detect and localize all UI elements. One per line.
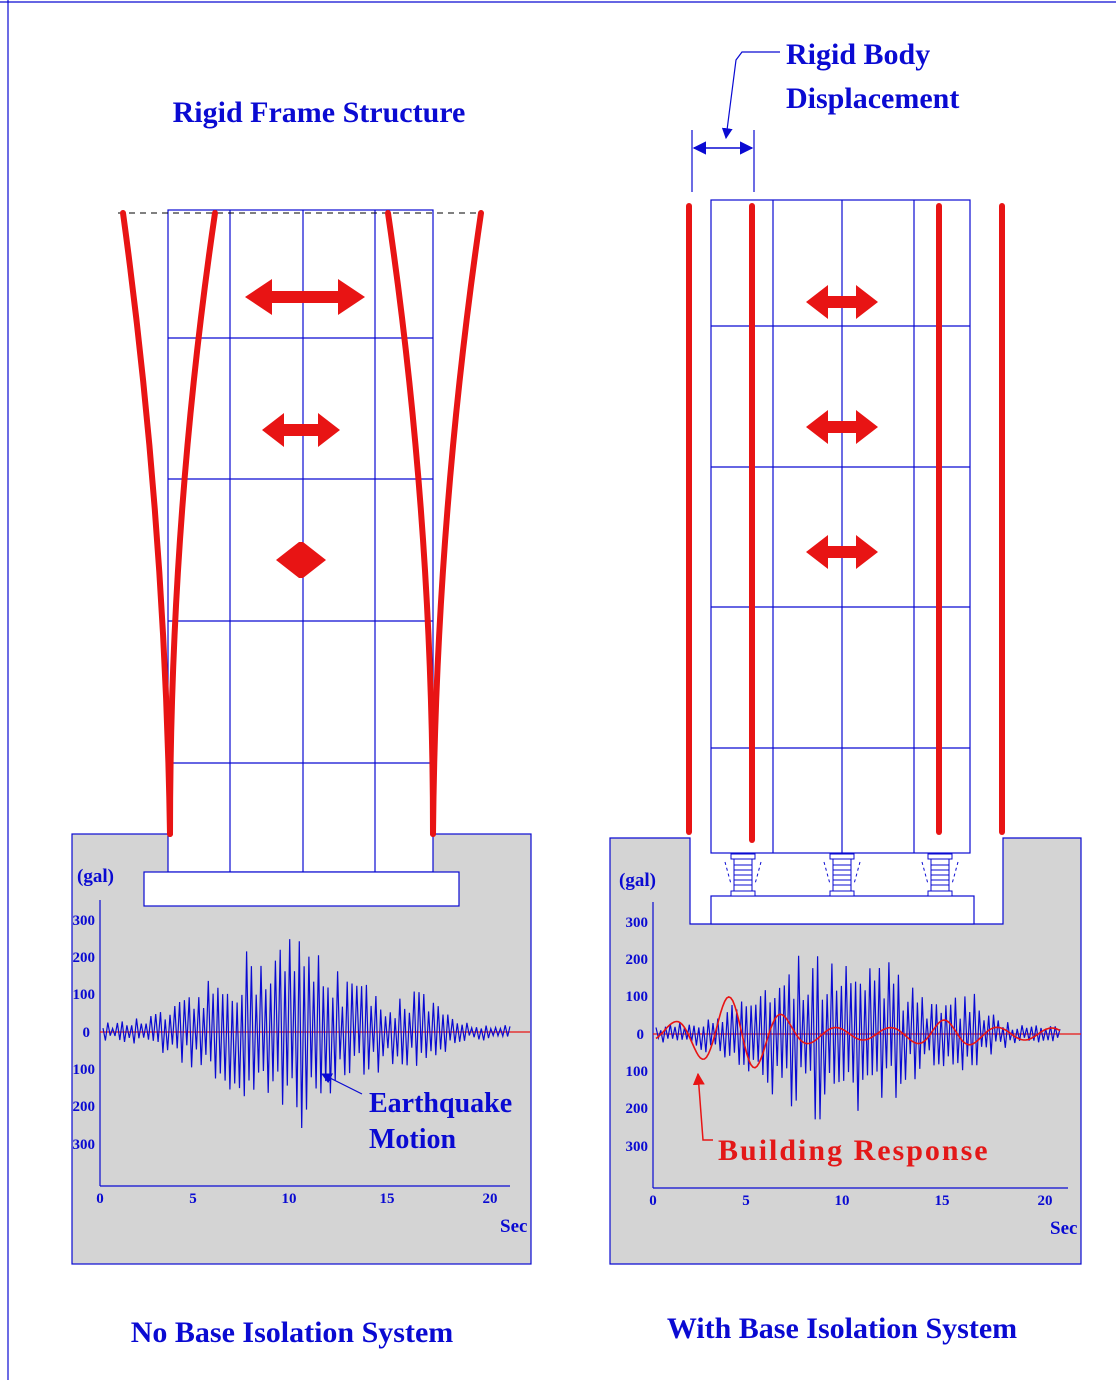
right-ytick: 0	[637, 1027, 645, 1043]
left-chart: (gal) 300 200 100 0 100 200 300 0 5 10 1…	[73, 866, 530, 1237]
right-building-response-trace	[655, 995, 1061, 1069]
left-annotation-line2: Motion	[369, 1124, 457, 1155]
left-arrow-low-icon	[276, 542, 326, 578]
right-annotation: Building Response	[718, 1134, 990, 1167]
isolator-bearing-icon	[724, 853, 762, 897]
left-ytick: 300	[73, 913, 96, 929]
right-annotation-pointer	[692, 1072, 713, 1141]
right-ytick: 200	[626, 952, 649, 968]
right-arrow-mid-icon	[806, 410, 878, 444]
left-annotation-line1: Earthquake	[369, 1088, 512, 1119]
left-arrow-mid-icon	[262, 413, 340, 447]
right-ytick: 100	[626, 1064, 649, 1080]
right-arrow-top-icon	[806, 285, 878, 319]
right-title-leader	[721, 51, 780, 140]
left-ytick: 200	[73, 950, 96, 966]
left-deformed-column-1	[120, 210, 173, 837]
right-ytick: 100	[626, 989, 649, 1005]
left-annotation-pointer	[321, 1073, 363, 1095]
left-title: Rigid Frame Structure	[173, 96, 466, 129]
right-xtick: 20	[1038, 1193, 1053, 1209]
right-xtick: 5	[742, 1193, 750, 1209]
left-earthquake-trace	[102, 939, 511, 1129]
left-ytick: 100	[73, 1062, 96, 1078]
right-title-line1: Rigid Body	[786, 38, 930, 71]
right-ytick: 300	[626, 1139, 649, 1155]
left-x-unit: Sec	[500, 1216, 527, 1237]
left-xtick: 0	[96, 1191, 104, 1207]
right-chart: (gal) 300 200 100 0 100 200 300 0 5 10 1…	[619, 870, 1081, 1239]
left-chart-unit: (gal)	[77, 866, 114, 887]
left-arrow-top-icon	[245, 279, 365, 315]
left-foundation-slab	[143, 871, 460, 907]
left-motion-arrows	[245, 279, 365, 578]
left-ytick: 100	[73, 987, 96, 1003]
isolator-bearing-icon	[921, 853, 959, 897]
right-chart-unit: (gal)	[619, 870, 656, 891]
left-building-grid	[168, 210, 433, 872]
right-motion-arrows	[806, 285, 878, 569]
left-deformed-column-4	[430, 210, 484, 837]
right-base-slab	[710, 895, 975, 925]
left-xtick: 15	[380, 1191, 395, 1207]
left-xtick: 5	[189, 1191, 197, 1207]
left-xtick: 20	[483, 1191, 498, 1207]
right-arrow-low-icon	[806, 535, 878, 569]
right-xtick: 10	[835, 1193, 850, 1209]
right-x-unit: Sec	[1050, 1218, 1077, 1239]
right-xtick: 0	[649, 1193, 657, 1209]
left-ytick: 200	[73, 1099, 96, 1115]
right-isolators	[724, 853, 959, 897]
right-caption: With Base Isolation System	[667, 1312, 1017, 1345]
right-title-line2: Displacement	[786, 82, 959, 115]
left-caption: No Base Isolation System	[131, 1316, 454, 1349]
left-ytick: 0	[83, 1025, 91, 1041]
right-ytick: 300	[626, 915, 649, 931]
right-xtick: 15	[935, 1193, 950, 1209]
left-ytick: 300	[73, 1137, 96, 1153]
isolator-bearing-icon	[823, 853, 861, 897]
left-deformed-column-2	[167, 210, 218, 837]
left-xtick: 10	[282, 1191, 297, 1207]
right-ground-panel	[609, 837, 1082, 1265]
left-building-frame	[167, 209, 434, 873]
right-ytick: 200	[626, 1101, 649, 1117]
